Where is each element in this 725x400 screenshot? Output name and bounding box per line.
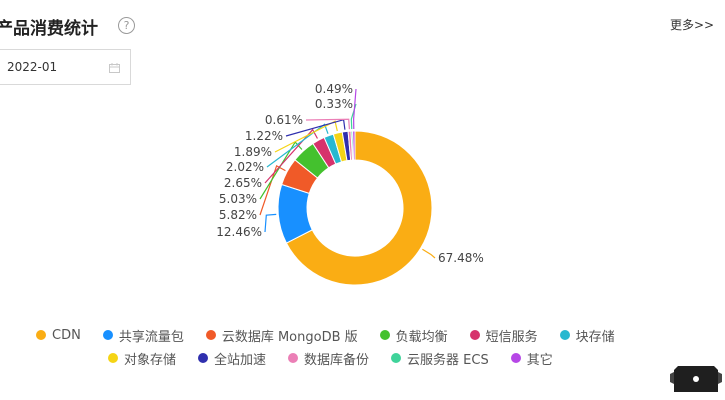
leader-line (264, 213, 277, 233)
legend-label: CDN (52, 327, 81, 343)
slice-percent-label: 5.82% (219, 208, 257, 222)
leader-line (422, 248, 436, 259)
legend-label: 共享流量包 (118, 329, 184, 345)
chart-legend: CDN 共享流量包 云数据库 MongoDB 版 负载均衡 短信服务 块存储 对象存储 全站… (36, 324, 666, 370)
legend-label: 块存储 (575, 329, 615, 345)
donut-slice[interactable] (352, 130, 356, 161)
slice-percent-label: 5.03% (219, 192, 257, 206)
legend-item[interactable]: 块存储 (559, 326, 615, 345)
slice-percent-label: 1.22% (245, 129, 283, 143)
question-circle-icon[interactable]: ? (118, 17, 135, 34)
month-picker-value: 2022-01 (7, 60, 58, 74)
leader-line (264, 128, 318, 184)
legend-dot (205, 330, 216, 340)
legend-item[interactable]: 其它 (510, 349, 553, 368)
leader-line (353, 88, 357, 130)
legend-label: 云数据库 MongoDB 版 (221, 329, 358, 345)
slice-percent-label: 0.33% (315, 97, 353, 111)
legend-item[interactable]: 云服务器 ECS (391, 349, 489, 368)
floating-assistant-icon[interactable] (668, 362, 724, 396)
legend-item[interactable]: 对象存储 (108, 349, 176, 368)
leader-line (305, 118, 351, 130)
legend-item[interactable]: 负载均衡 (379, 326, 448, 345)
calendar-icon (109, 63, 120, 73)
legend-row-2: 对象存储 全站加速 数据库备份 云服务器 ECS 其它 (36, 347, 666, 369)
month-picker[interactable]: 2022-01 (0, 49, 131, 85)
legend-label: 数据库备份 (304, 352, 370, 368)
leader-line (259, 164, 286, 216)
legend-label: 全站加速 (214, 352, 267, 368)
legend-dot (379, 330, 390, 340)
slice-percent-label: 1.89% (234, 145, 272, 159)
slice-percent-label: 0.49% (315, 82, 353, 96)
legend-label: 短信服务 (485, 329, 538, 345)
leader-line (274, 120, 338, 153)
legend-dot (102, 330, 113, 340)
legend-dot (36, 330, 46, 340)
slice-percent-label: 12.46% (216, 225, 262, 239)
consumption-donut-chart: 67.48% 12.46% 5.82% 5.03% 2.65% 2.02%1.89% 1.2… (216, 82, 484, 286)
legend-dot (559, 330, 570, 340)
donut-slice[interactable] (285, 130, 433, 286)
legend-label: 对象存储 (124, 352, 177, 368)
legend-dot (108, 353, 118, 363)
slice-percent-label: 0.61% (265, 113, 303, 127)
legend-label: 负载均衡 (395, 329, 448, 345)
legend-item[interactable]: CDN (36, 328, 81, 343)
legend-dot (510, 353, 521, 363)
legend-dot (198, 353, 209, 363)
page-title: 产品消费统计 (0, 19, 98, 39)
more-link[interactable]: 更多>> (670, 18, 715, 32)
legend-item[interactable]: 数据库备份 (288, 349, 369, 368)
legend-dot (288, 353, 299, 363)
legend-item[interactable]: 全站加速 (198, 349, 266, 368)
slice-percent-label: 67.48% (438, 251, 484, 265)
legend-dot (469, 330, 480, 340)
slice-percent-label: 2.65% (224, 176, 262, 190)
legend-item[interactable]: 短信服务 (469, 326, 538, 345)
legend-item[interactable]: 云数据库 MongoDB 版 (205, 326, 358, 345)
legend-label: 其它 (526, 352, 553, 368)
slice-percent-label: 2.02% (226, 160, 264, 174)
legend-dot (391, 353, 402, 363)
legend-item[interactable]: 共享流量包 (102, 326, 184, 345)
legend-row-1: CDN 共享流量包 云数据库 MongoDB 版 负载均衡 短信服务 块存储 (36, 324, 666, 346)
leader-line (266, 123, 329, 168)
legend-label: 云服务器 ECS (407, 352, 489, 368)
